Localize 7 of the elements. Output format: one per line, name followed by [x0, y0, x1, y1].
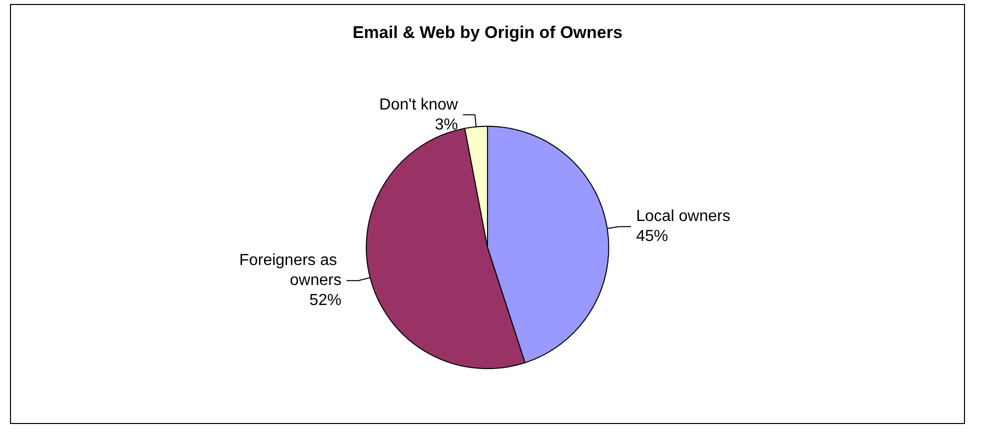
- data-label: 45%: [636, 228, 668, 246]
- slice-label: Local owners: [636, 208, 730, 226]
- chart-title: Email & Web by Origin of Owners: [352, 23, 622, 42]
- slice-label: Foreigners as owners: [239, 252, 342, 290]
- data-label: 52%: [309, 292, 342, 310]
- data-label: 3%: [434, 116, 458, 134]
- slice-label: Don't know: [379, 96, 458, 114]
